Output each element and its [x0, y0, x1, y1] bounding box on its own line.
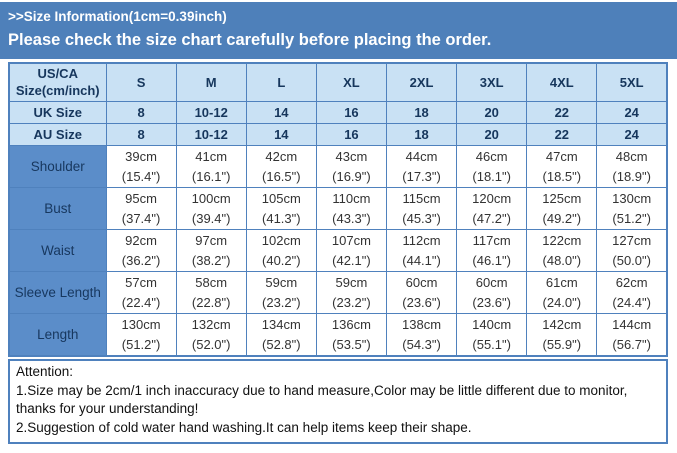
table-cell: 115cm (45.3") [385, 187, 458, 230]
row-label-sleeve-length: Sleeve Length [8, 271, 107, 314]
column-header-5xl: 5XL [596, 62, 668, 102]
attention-heading: Attention: [16, 364, 74, 379]
table-cell: 42cm (16.5") [245, 145, 317, 188]
row-label-waist: Waist [8, 229, 107, 272]
banner-subtitle: Please check the size chart carefully be… [8, 31, 492, 49]
table-cell: 100cm (39.4") [175, 187, 247, 230]
au-size-row: AU Size 8 10-12 14 16 18 20 22 24 [8, 123, 668, 146]
table-cell: 10-12 [175, 101, 247, 124]
table-cell: 120cm (47.2") [456, 187, 528, 230]
table-cell: 61cm (24.0") [526, 271, 598, 314]
table-cell: 130cm (51.2") [105, 313, 177, 357]
row-label-shoulder: Shoulder [8, 145, 107, 188]
table-cell: 95cm (37.4") [105, 187, 177, 230]
table-cell: 62cm (24.4") [596, 271, 668, 314]
table-cell: 59cm (23.2") [245, 271, 317, 314]
table-cell: 134cm (52.8") [245, 313, 317, 357]
table-cell: 132cm (52.0") [175, 313, 247, 357]
bust-row: Bust 95cm (37.4") 100cm (39.4") 105cm (4… [8, 187, 668, 230]
table-header-row: US/CA Size(cm/inch) S M L XL 2XL 3XL 4XL… [8, 62, 668, 102]
table-cell: 39cm (15.4") [105, 145, 177, 188]
table-cell: 122cm (48.0") [526, 229, 598, 272]
table-cell: 14 [245, 123, 317, 146]
corner-header-cell: US/CA Size(cm/inch) [8, 62, 107, 102]
table-cell: 24 [596, 123, 668, 146]
table-cell: 14 [245, 101, 317, 124]
column-header-l: L [245, 62, 317, 102]
table-cell: 127cm (50.0") [596, 229, 668, 272]
column-header-m: M [175, 62, 247, 102]
column-header-4xl: 4XL [526, 62, 598, 102]
table-cell: 16 [315, 101, 388, 124]
size-info-banner: >>Size Information(1cm=0.39inch) Please … [0, 2, 677, 59]
table-cell: 117cm (46.1") [456, 229, 528, 272]
table-cell: 44cm (17.3") [385, 145, 458, 188]
table-cell: 20 [456, 101, 528, 124]
table-cell: 20 [456, 123, 528, 146]
table-cell: 57cm (22.4") [105, 271, 177, 314]
column-header-s: S [105, 62, 177, 102]
table-cell: 41cm (16.1") [175, 145, 247, 188]
table-cell: 58cm (22.8") [175, 271, 247, 314]
attention-line-1: 1.Size may be 2cm/1 inch inaccuracy due … [16, 382, 628, 398]
table-cell: 43cm (16.9") [315, 145, 388, 188]
table-cell: 46cm (18.1") [456, 145, 528, 188]
size-chart-table: US/CA Size(cm/inch) S M L XL 2XL 3XL 4XL… [8, 62, 668, 357]
row-label-au-size: AU Size [8, 123, 107, 146]
table-cell: 92cm (36.2") [105, 229, 177, 272]
table-cell: 107cm (42.1") [315, 229, 388, 272]
row-label-bust: Bust [8, 187, 107, 230]
table-cell: 60cm (23.6") [456, 271, 528, 314]
table-cell: 110cm (43.3") [315, 187, 388, 230]
table-cell: 47cm (18.5") [526, 145, 598, 188]
table-cell: 22 [526, 123, 598, 146]
shoulder-row: Shoulder 39cm (15.4") 41cm (16.1") 42cm … [8, 145, 668, 188]
table-cell: 18 [385, 123, 458, 146]
table-cell: 136cm (53.5") [315, 313, 388, 357]
sleeve-length-row: Sleeve Length 57cm (22.4") 58cm (22.8") … [8, 271, 668, 314]
table-cell: 16 [315, 123, 388, 146]
table-cell: 142cm (55.9") [526, 313, 598, 357]
table-cell: 22 [526, 101, 598, 124]
table-cell: 18 [385, 101, 458, 124]
table-cell: 125cm (49.2") [526, 187, 598, 230]
corner-header-line2: Size(cm/inch) [15, 82, 100, 98]
table-cell: 144cm (56.7") [596, 313, 668, 357]
attention-line-1-cont: thanks for your understanding! [16, 401, 199, 417]
attention-line-2: 2.Suggestion of cold water hand washing.… [16, 419, 472, 435]
table-cell: 130cm (51.2") [596, 187, 668, 230]
table-cell: 140cm (55.1") [456, 313, 528, 357]
table-cell: 8 [105, 123, 177, 146]
table-cell: 112cm (44.1") [385, 229, 458, 272]
table-cell: 10-12 [175, 123, 247, 146]
row-label-uk-size: UK Size [8, 101, 107, 124]
corner-header-line1: US/CA [37, 66, 78, 82]
table-cell: 102cm (40.2") [245, 229, 317, 272]
column-header-2xl: 2XL [385, 62, 458, 102]
table-cell: 105cm (41.3") [245, 187, 317, 230]
table-cell: 97cm (38.2") [175, 229, 247, 272]
column-header-xl: XL [315, 62, 388, 102]
row-label-length: Length [8, 313, 107, 357]
attention-box: Attention: 1.Size may be 2cm/1 inch inac… [8, 359, 668, 444]
table-cell: 24 [596, 101, 668, 124]
uk-size-row: UK Size 8 10-12 14 16 18 20 22 24 [8, 101, 668, 124]
table-cell: 138cm (54.3") [385, 313, 458, 357]
table-cell: 8 [105, 101, 177, 124]
banner-title: >>Size Information(1cm=0.39inch) [8, 9, 227, 24]
table-cell: 48cm (18.9") [596, 145, 668, 188]
waist-row: Waist 92cm (36.2") 97cm (38.2") 102cm (4… [8, 229, 668, 272]
table-cell: 59cm (23.2") [315, 271, 388, 314]
column-header-3xl: 3XL [456, 62, 528, 102]
table-cell: 60cm (23.6") [385, 271, 458, 314]
length-row: Length 130cm (51.2") 132cm (52.0") 134cm… [8, 313, 668, 357]
